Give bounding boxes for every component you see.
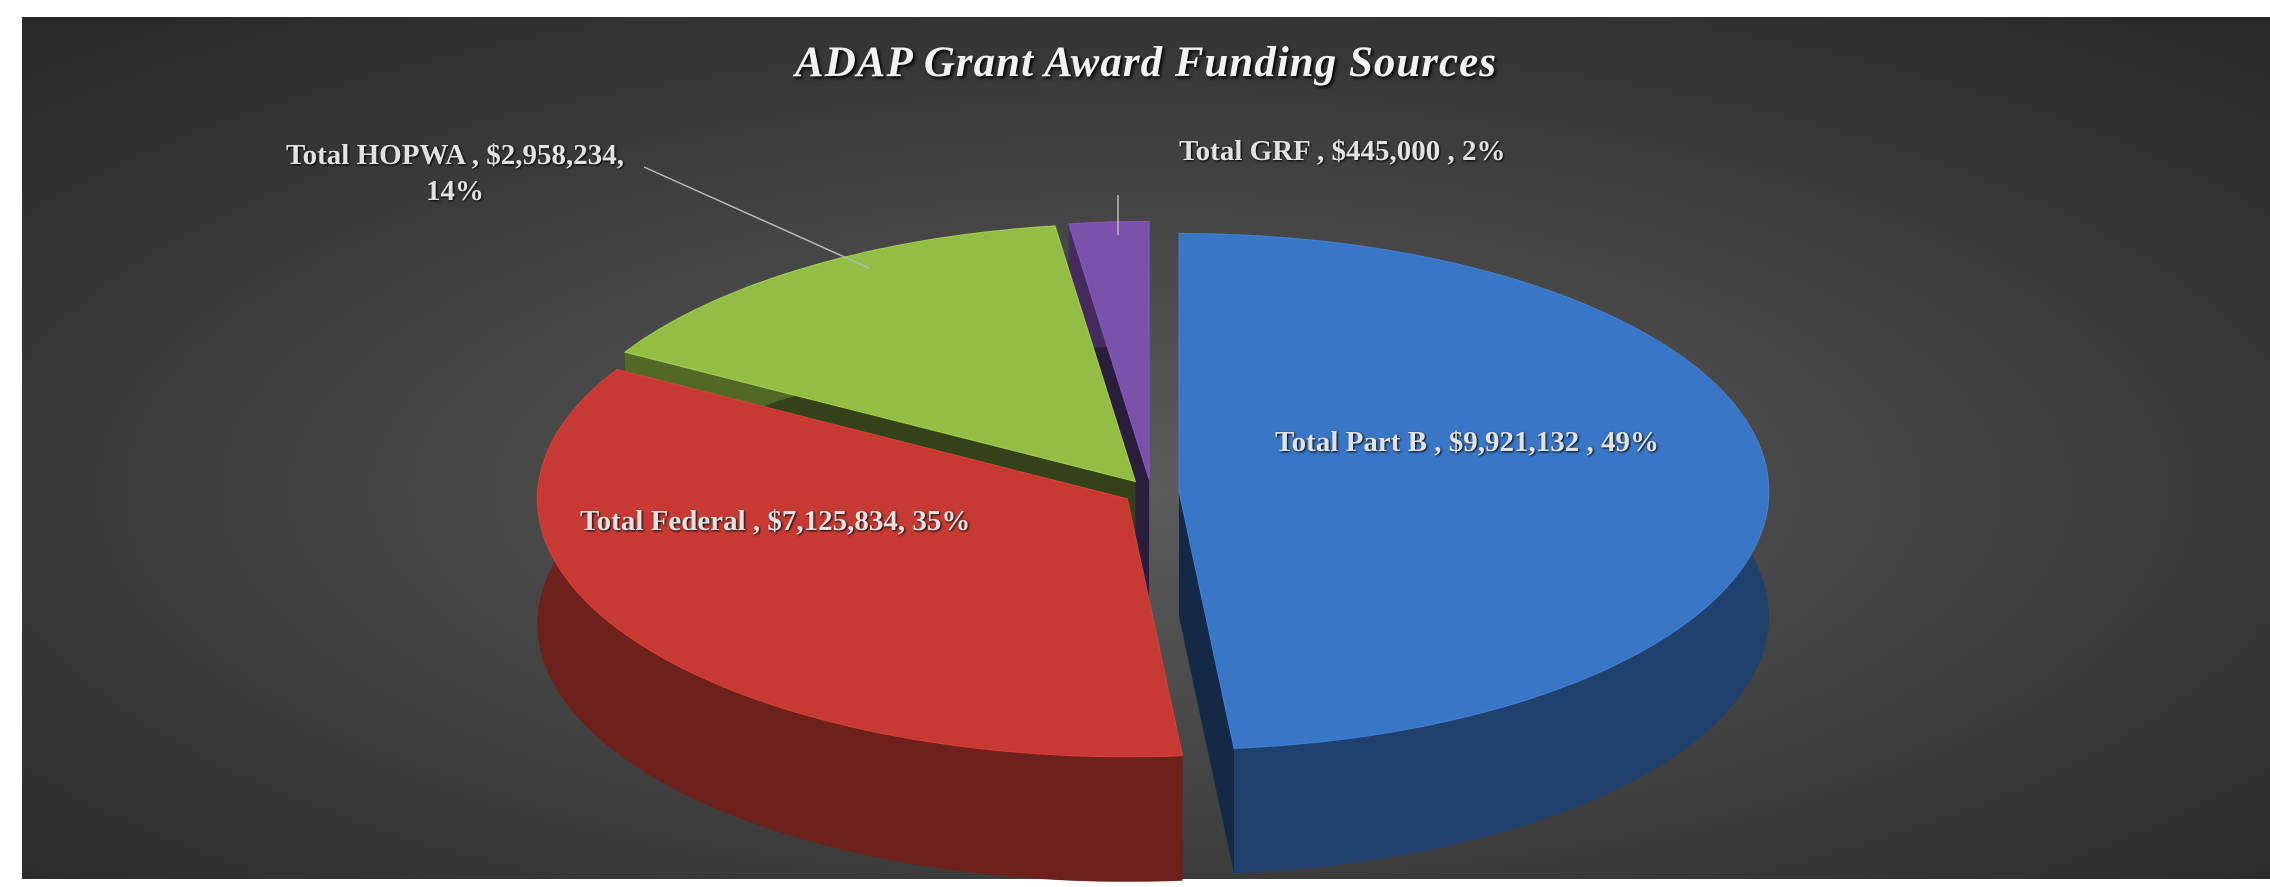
slice bbox=[623, 225, 1137, 483]
data-label: Total HOPWA , $2,958,234, 14% bbox=[285, 139, 625, 207]
slice-side bbox=[537, 369, 1183, 882]
slice bbox=[1178, 232, 1770, 749]
chart-title: ADAP Grant Award Funding Sources bbox=[795, 39, 1497, 86]
slice bbox=[536, 368, 1184, 758]
data-label: Total Federal , $7,125,834, 35% bbox=[580, 505, 971, 537]
leader-line bbox=[643, 166, 870, 269]
data-label: Total Part B , $9,921,132 , 49% bbox=[1275, 426, 1659, 458]
slice-radial-wall bbox=[1179, 491, 1234, 874]
data-label: Total GRF , $445,000 , 2% bbox=[1179, 135, 1506, 167]
slice bbox=[1068, 220, 1150, 480]
